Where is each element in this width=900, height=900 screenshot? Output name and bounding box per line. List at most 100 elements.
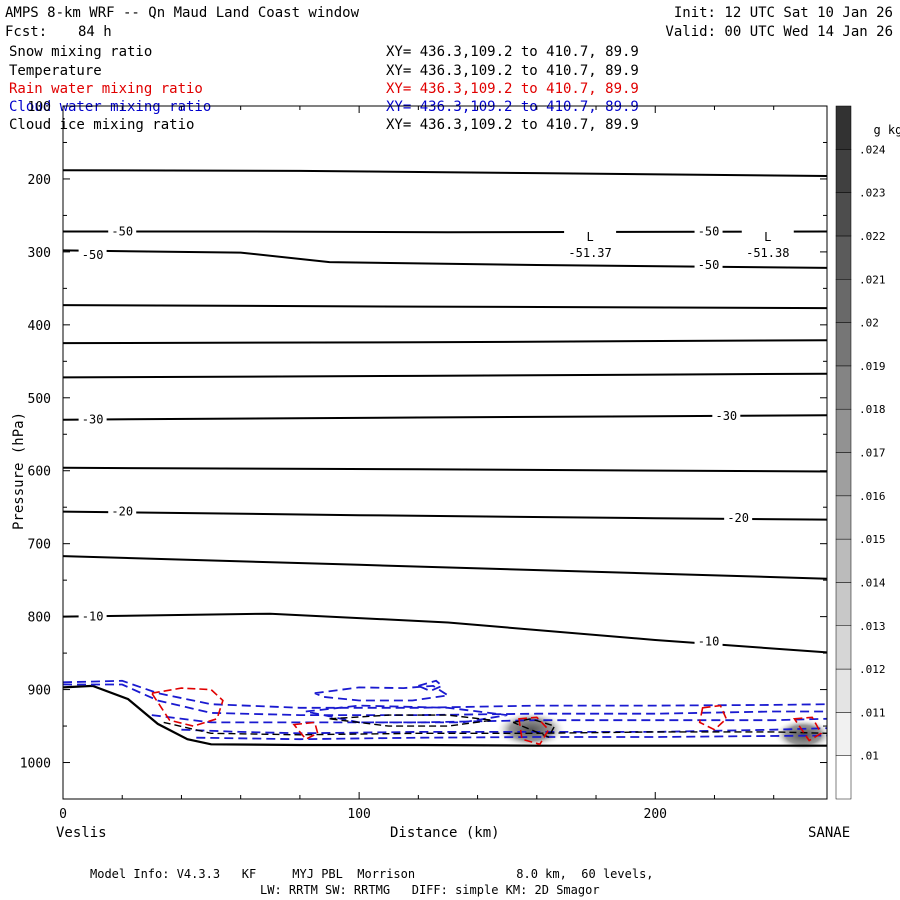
header-title: AMPS 8-km WRF -- Qn Maud Land Coast wind… bbox=[5, 5, 360, 21]
terrain-line bbox=[63, 684, 827, 747]
temperature-isotherm bbox=[63, 339, 827, 345]
colorbar-bin bbox=[835, 452, 852, 497]
low-value: -51.38 bbox=[746, 246, 789, 260]
cloud-ice-contour bbox=[329, 714, 493, 727]
header-fcst-value: 84 h bbox=[78, 24, 112, 40]
contour-label-bg bbox=[724, 511, 753, 526]
colorbar-tick-label: .01 bbox=[859, 750, 879, 763]
colorbar-tick-label: .015 bbox=[859, 533, 886, 546]
header-fcst-label: Fcst: bbox=[5, 24, 48, 40]
legend-temperature: Temperature bbox=[9, 63, 102, 79]
y-tick-label: 200 bbox=[28, 173, 51, 188]
contour-label-bg bbox=[694, 258, 723, 273]
contour-label-bg bbox=[78, 412, 107, 427]
colorbar-bin bbox=[835, 755, 852, 800]
legend-snow: Snow mixing ratio bbox=[9, 44, 153, 60]
temperature-isotherm bbox=[63, 466, 827, 473]
colorbar-tick-label: .016 bbox=[859, 490, 886, 503]
legend-xy-temperature: XY= 436.3,109.2 to 410.7, 89.9 bbox=[386, 63, 639, 79]
y-tick-label: 800 bbox=[28, 611, 51, 626]
plot-area: -50 -50 -50 -50 -30 -30 -20 -20 -10 -10 L -51.37 L -5… bbox=[63, 169, 827, 751]
contour-label: -20 bbox=[111, 505, 133, 519]
y-tick-label: 100 bbox=[28, 100, 51, 115]
contour-label-bg bbox=[78, 247, 107, 262]
cloud-water-contour bbox=[151, 714, 827, 724]
legend-cloud-ice: Cloud ice mixing ratio bbox=[9, 117, 195, 133]
x-tick-label: 200 bbox=[644, 807, 667, 822]
legend-cloud-water: Cloud water mixing ratio bbox=[9, 99, 212, 115]
cloud-water-contour bbox=[417, 679, 444, 692]
colorbar-bin bbox=[835, 668, 852, 713]
header-valid: Valid: 00 UTC Wed 14 Jan 26 bbox=[665, 24, 893, 40]
colorbar-tick-label: .011 bbox=[859, 706, 886, 719]
colorbar-tick-label: .02 bbox=[859, 317, 879, 330]
contour-label-bg bbox=[108, 504, 137, 519]
header-init: Init: 12 UTC Sat 10 Jan 26 bbox=[673, 5, 893, 21]
colorbar-tick-label: .018 bbox=[859, 403, 886, 416]
legend-rain-water: Rain water mixing ratio bbox=[9, 81, 203, 97]
contour-label: -30 bbox=[82, 413, 104, 427]
x-endpoint-right: SANAE bbox=[808, 825, 851, 841]
contour-label: -50 bbox=[698, 224, 720, 238]
colorbar-bin bbox=[835, 408, 852, 453]
contour-label-bg bbox=[694, 224, 723, 239]
colorbar-bin bbox=[835, 495, 852, 540]
cloud-water-contour bbox=[63, 679, 827, 709]
cloud-water-contour bbox=[63, 683, 827, 716]
contour-label-bg bbox=[78, 609, 107, 624]
cloud-ice-contour bbox=[512, 718, 556, 738]
x-axis-title: Distance (km) bbox=[390, 825, 500, 841]
y-axis-title: Pressure (hPa) bbox=[11, 411, 28, 531]
colorbar-tick-label: .023 bbox=[859, 187, 886, 200]
contour-label: -50 bbox=[82, 248, 104, 262]
plot-frame bbox=[62, 105, 828, 800]
contour-label: -50 bbox=[698, 258, 720, 272]
colorbar-tick-label: .021 bbox=[859, 273, 886, 286]
colorbar-bin bbox=[835, 322, 852, 367]
contour-label-bg bbox=[694, 634, 723, 649]
contour-label: -20 bbox=[727, 511, 749, 525]
y-tick-label: 600 bbox=[28, 465, 51, 480]
colorbar-bin bbox=[835, 538, 852, 583]
low-label-bg bbox=[564, 229, 617, 262]
temperature-isotherm bbox=[63, 414, 827, 421]
y-tick-label: 300 bbox=[28, 246, 51, 261]
rain-water-contour bbox=[518, 716, 550, 746]
x-tick-label: 100 bbox=[347, 807, 370, 822]
temperature-isotherm bbox=[63, 510, 827, 521]
y-tick-label: 400 bbox=[28, 319, 51, 334]
temperature-isotherm bbox=[63, 555, 827, 580]
rain-water-contour bbox=[292, 721, 319, 741]
contour-label: -30 bbox=[715, 409, 737, 423]
legend-xy-snow: XY= 436.3,109.2 to 410.7, 89.9 bbox=[386, 44, 639, 60]
y-tick-label: 900 bbox=[28, 684, 51, 699]
colorbar-tick-label: .024 bbox=[859, 143, 886, 156]
colorbar-bin bbox=[835, 149, 852, 193]
cloud-ice-contour bbox=[163, 721, 827, 736]
colorbar-bin bbox=[835, 712, 852, 756]
legend-xy-cloud-ice: XY= 436.3,109.2 to 410.7, 89.9 bbox=[386, 117, 639, 133]
colorbar-tick-label: .014 bbox=[859, 576, 886, 589]
footer-physics: LW: RRTM SW: RRTMG DIFF: simple KM: 2D S… bbox=[260, 883, 600, 897]
colorbar-unit-text: g kg bbox=[873, 123, 900, 137]
rain-water-contour bbox=[698, 704, 728, 731]
contour-label-bg bbox=[108, 224, 137, 239]
colorbar-bin bbox=[835, 235, 852, 280]
colorbar-tick-label: .012 bbox=[859, 663, 886, 676]
colorbar-bin bbox=[835, 279, 852, 323]
low-value: -51.37 bbox=[568, 246, 611, 260]
colorbar-unit: g kg-1 bbox=[859, 103, 900, 138]
colorbar-tick-label: .013 bbox=[859, 620, 886, 633]
colorbar-bin bbox=[835, 365, 852, 410]
cloud-water-contour bbox=[314, 684, 451, 702]
temperature-isotherm bbox=[63, 372, 827, 379]
colorbar-tick-label: .019 bbox=[859, 360, 886, 373]
rain-water-contour bbox=[150, 687, 224, 727]
contour-label: -10 bbox=[698, 634, 720, 648]
colorbar-bin bbox=[835, 192, 852, 237]
x-endpoint-left: Veslis bbox=[56, 825, 107, 841]
cloud-water-contour bbox=[181, 727, 827, 735]
contour-label: -10 bbox=[82, 610, 104, 624]
colorbar-tick-label: .017 bbox=[859, 447, 886, 460]
